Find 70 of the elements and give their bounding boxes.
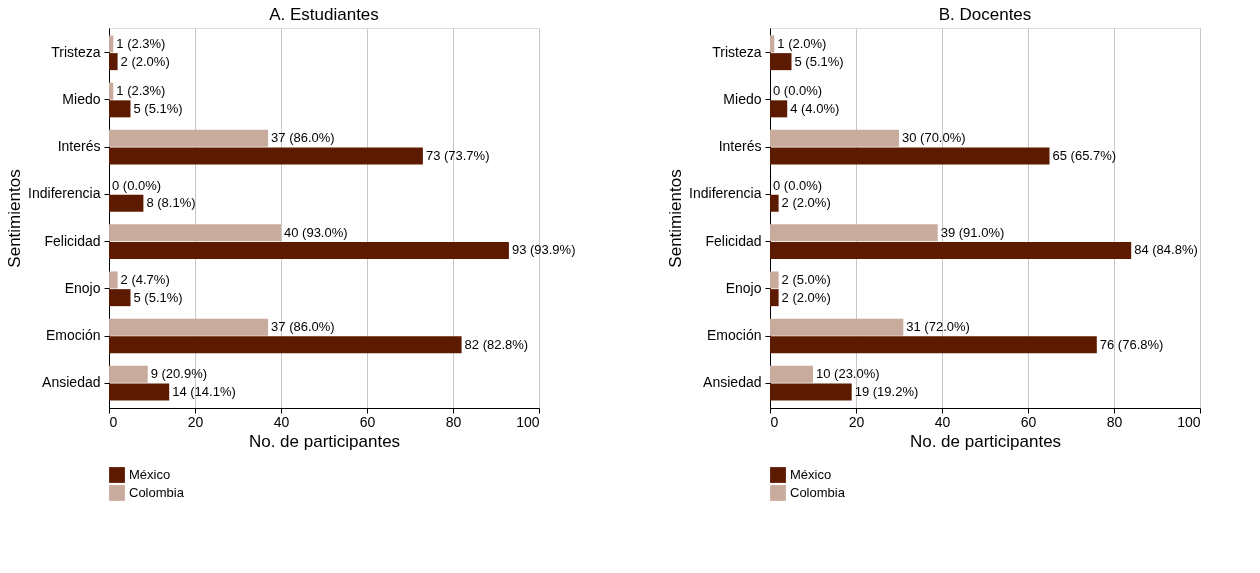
data-label: 8 (8.1%) xyxy=(146,195,196,211)
y-tick-label: Tristeza xyxy=(712,43,762,60)
y-tick-label: Miedo xyxy=(62,90,101,107)
data-label: 9 (20.9%) xyxy=(150,366,208,382)
y-tick-label: Ansiedad xyxy=(703,374,762,391)
data-label: 82 (82.8%) xyxy=(464,336,529,352)
y-tick-label: Interés xyxy=(57,138,101,155)
data-label: 0 (0.0%) xyxy=(112,177,162,193)
data-label: 2 (2.0%) xyxy=(120,53,170,69)
chart-title: B. Docentes xyxy=(938,5,1032,24)
data-label: 1 (2.0%) xyxy=(777,35,827,51)
data-label: 19 (19.2%) xyxy=(854,384,919,400)
y-tick-label: Miedo xyxy=(723,90,762,107)
data-label: 37 (86.0%) xyxy=(271,319,335,335)
legend-label: México xyxy=(129,467,171,482)
y-tick-label: Felicidad xyxy=(705,232,762,249)
data-label: 40 (93.0%) xyxy=(284,224,348,240)
y-axis-title: Sentimientos xyxy=(5,169,25,268)
data-label: 76 (76.8%) xyxy=(1099,336,1164,352)
x-axis-title: No. de participantes xyxy=(909,431,1062,451)
data-label: 31 (72.0%) xyxy=(906,319,970,335)
x-tick-label: 60 xyxy=(359,413,376,430)
x-axis-title: No. de participantes xyxy=(248,431,401,451)
x-tick-label: 100 xyxy=(1177,413,1201,430)
x-tick-label: 100 xyxy=(516,413,540,430)
x-tick-label: 80 xyxy=(445,413,462,430)
data-label: 2 (4.7%) xyxy=(120,271,170,287)
data-label: 10 (23.0%) xyxy=(816,366,880,382)
y-tick-label: Ansiedad xyxy=(42,374,101,391)
y-tick-label: Felicidad xyxy=(44,232,101,249)
data-label: 30 (70.0%) xyxy=(902,130,966,146)
y-tick-label: Emoción xyxy=(46,327,101,344)
y-tick-label: Tristeza xyxy=(51,43,101,60)
data-label: 2 (5.0%) xyxy=(781,271,831,287)
y-tick-label: Indiferencia xyxy=(689,185,762,202)
y-tick-label: Indiferencia xyxy=(28,185,101,202)
legend-label: Colombia xyxy=(790,485,846,500)
data-label: 1 (2.3%) xyxy=(116,35,166,51)
x-tick-label: 80 xyxy=(1106,413,1123,430)
data-label: 0 (0.0%) xyxy=(773,83,823,99)
legend-label: México xyxy=(790,467,832,482)
data-label: 65 (65.7%) xyxy=(1052,148,1117,164)
data-label: 5 (5.1%) xyxy=(133,100,183,116)
x-tick-label: 40 xyxy=(934,413,951,430)
data-label: 73 (73.7%) xyxy=(425,148,490,164)
data-label: 39 (91.0%) xyxy=(940,224,1005,240)
x-tick-label: 20 xyxy=(848,413,865,430)
y-tick-label: Enojo xyxy=(725,279,762,296)
data-label: 0 (0.0%) xyxy=(773,177,823,193)
y-tick-label: Interés xyxy=(718,138,762,155)
data-label: 2 (2.0%) xyxy=(781,195,831,211)
data-label: 93 (93.9%) xyxy=(511,242,576,258)
x-tick-label: 40 xyxy=(273,413,290,430)
y-axis-title: Sentimientos xyxy=(666,169,686,268)
y-tick-label: Emoción xyxy=(707,327,762,344)
legend-label: Colombia xyxy=(129,485,185,500)
y-tick-label: Enojo xyxy=(64,279,101,296)
data-label: 5 (5.1%) xyxy=(133,289,183,305)
data-label: 2 (2.0%) xyxy=(781,289,831,305)
chart-title: A. Estudiantes xyxy=(269,5,379,24)
x-tick-label: 0 xyxy=(109,413,118,430)
data-label: 1 (2.3%) xyxy=(116,83,166,99)
data-label: 37 (86.0%) xyxy=(271,130,335,146)
data-label: 84 (84.8%) xyxy=(1134,242,1198,258)
x-tick-label: 0 xyxy=(770,413,779,430)
data-label: 4 (4.0%) xyxy=(790,100,840,116)
x-tick-label: 60 xyxy=(1020,413,1037,430)
data-label: 5 (5.1%) xyxy=(794,53,844,69)
data-label: 14 (14.1%) xyxy=(172,384,236,400)
x-tick-label: 20 xyxy=(187,413,204,430)
